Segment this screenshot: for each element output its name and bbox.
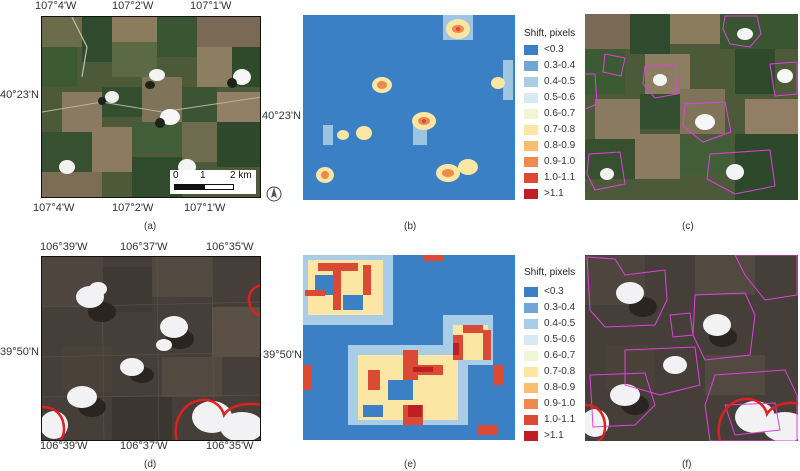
coord-bottom-a-3: 107°1'W <box>184 202 226 214</box>
caption-f: (f) <box>682 459 692 470</box>
legend-label: >1.1 <box>544 188 564 199</box>
legend-label: 0.4-0.5 <box>544 318 576 329</box>
legend-swatch <box>524 61 538 71</box>
caption-a: (a) <box>144 221 157 232</box>
scale-bar: 0 1 2 km <box>170 170 256 194</box>
overlay-image-c <box>585 14 798 200</box>
coord-top-a-3: 107°1'W <box>190 0 232 12</box>
legend-label: 0.5-0.6 <box>544 92 576 103</box>
coord-top-d-2: 106°37'W <box>120 241 168 253</box>
legend-label: 0.7-0.8 <box>544 124 576 135</box>
legend-label: 0.4-0.5 <box>544 76 576 87</box>
legend-swatch <box>524 383 538 393</box>
legend-label: 0.3-0.4 <box>544 302 576 313</box>
shift-map-e <box>303 255 515 440</box>
scale-label-one: 1 <box>200 170 206 181</box>
legend-swatch <box>524 287 538 297</box>
legend-label: 1.0-1.1 <box>544 414 576 425</box>
legend-swatch <box>524 399 538 409</box>
legend-top: <0.3 0.3-0.4 0.4-0.5 0.5-0.6 0.6-0.7 0.7… <box>524 44 586 205</box>
overlay-image-f <box>585 255 798 441</box>
legend-title-bottom: Shift, pixels <box>524 267 576 278</box>
coord-bottom-d-1: 106°39'W <box>40 440 88 452</box>
legend-swatch <box>524 157 538 167</box>
legend-swatch <box>524 141 538 151</box>
legend-swatch <box>524 303 538 313</box>
caption-d: (d) <box>144 459 157 470</box>
legend-label: 0.9-1.0 <box>544 156 576 167</box>
caption-c: (c) <box>682 221 694 232</box>
legend-label: 1.0-1.1 <box>544 172 576 183</box>
legend-label: <0.3 <box>544 44 564 55</box>
legend-label: >1.1 <box>544 430 564 441</box>
legend-swatch <box>524 45 538 55</box>
legend-swatch <box>524 431 538 441</box>
legend-swatch <box>524 367 538 377</box>
coord-bottom-a-2: 107°2'W <box>112 202 154 214</box>
coord-top-a-1: 107°4'W <box>35 0 77 12</box>
legend-swatch <box>524 93 538 103</box>
lat-right-a: 40°23'N <box>262 110 301 122</box>
satellite-image-a: 0 1 2 km <box>41 16 261 198</box>
coord-bottom-d-3: 106°35'W <box>206 440 254 452</box>
legend-swatch <box>524 77 538 87</box>
shift-map-b <box>303 15 515 200</box>
legend-swatch <box>524 351 538 361</box>
legend-swatch <box>524 335 538 345</box>
legend-bottom: <0.3 0.3-0.4 0.4-0.5 0.5-0.6 0.6-0.7 0.7… <box>524 286 586 447</box>
north-arrow-icon <box>266 185 282 203</box>
scale-label-two: 2 km <box>230 170 252 181</box>
coord-top-a-2: 107°2'W <box>112 0 154 12</box>
legend-label: <0.3 <box>544 286 564 297</box>
legend-label: 0.7-0.8 <box>544 366 576 377</box>
legend-label: 0.5-0.6 <box>544 334 576 345</box>
legend-swatch <box>524 109 538 119</box>
legend-label: 0.9-1.0 <box>544 398 576 409</box>
coord-top-d-3: 106°35'W <box>206 241 254 253</box>
caption-b: (b) <box>404 221 417 232</box>
scale-label-zero: 0 <box>173 170 179 181</box>
legend-label: 0.8-0.9 <box>544 140 576 151</box>
legend-label: 0.8-0.9 <box>544 382 576 393</box>
legend-swatch <box>524 189 538 199</box>
lat-right-d: 39°50'N <box>263 349 302 361</box>
legend-swatch <box>524 173 538 183</box>
legend-title-top: Shift, pixels <box>524 28 576 39</box>
legend-label: 0.6-0.7 <box>544 108 576 119</box>
legend-label: 0.3-0.4 <box>544 60 576 71</box>
caption-e: (e) <box>404 459 417 470</box>
coord-bottom-d-2: 106°37'W <box>120 440 168 452</box>
legend-swatch <box>524 125 538 135</box>
satellite-image-d <box>41 256 261 441</box>
lat-left-d: 39°50'N <box>0 346 39 358</box>
coord-bottom-a-1: 107°4'W <box>33 202 75 214</box>
legend-swatch <box>524 415 538 425</box>
lat-left-a: 40°23'N <box>0 89 39 101</box>
legend-label: 0.6-0.7 <box>544 350 576 361</box>
legend-swatch <box>524 319 538 329</box>
coord-top-d-1: 106°39'W <box>40 241 88 253</box>
